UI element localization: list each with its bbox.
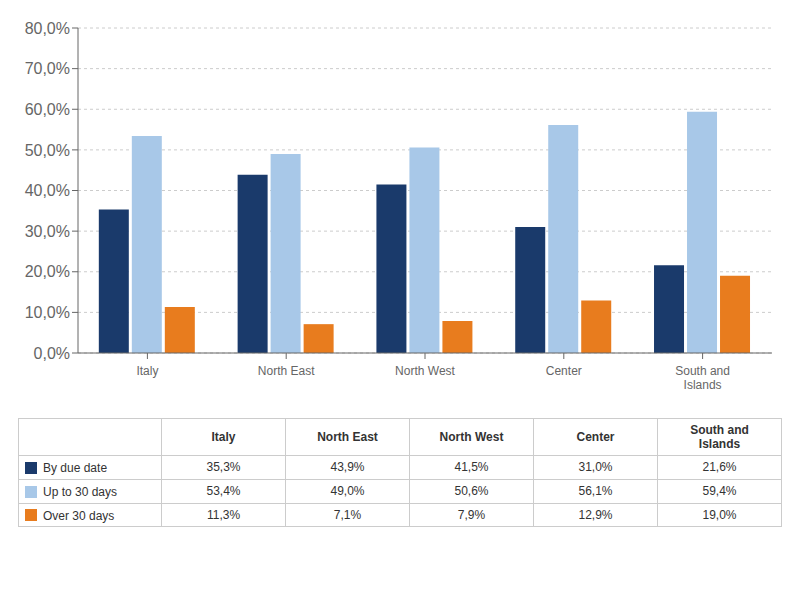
html-text:49,0%: 49,0%: [330, 484, 365, 499]
html-text:21,6%: 21,6%: [702, 460, 737, 475]
html-text:7,9%: 7,9%: [457, 508, 486, 523]
svg-text:70,0%: 70,0%: [25, 60, 70, 77]
html-text:11,3%: 11,3%: [206, 508, 241, 523]
html-text:31,0%: 31,0%: [578, 460, 613, 475]
html-text:North East: North East: [317, 430, 378, 444]
svg-text:South andIslands: South andIslands: [675, 364, 730, 392]
html-text:Islands: Islands: [698, 437, 741, 451]
svg-text:40,0%: 40,0%: [25, 182, 70, 199]
html-text:By due date: By due date: [43, 460, 108, 475]
svg-text:60,0%: 60,0%: [25, 101, 70, 118]
html-text:56,1%: 56,1%: [578, 484, 613, 499]
svg-text:North East: North East: [258, 364, 315, 378]
html-text:35,3%: 35,3%: [206, 460, 241, 475]
svg-text:80,0%: 80,0%: [25, 20, 70, 37]
html-text:12,9%: 12,9%: [578, 508, 613, 523]
html-text:Italy: Italy: [211, 430, 236, 444]
html-text:Center: Center: [576, 430, 615, 444]
svg-text:North West: North West: [395, 364, 455, 378]
html-text:Up to 30 days: Up to 30 days: [43, 484, 117, 499]
svg-text:Center: Center: [546, 364, 582, 378]
html-text:South and: South and: [690, 423, 749, 437]
html-text:41,5%: 41,5%: [454, 460, 489, 475]
html-text:North West: North West: [439, 430, 504, 444]
html-text:Over 30 days: Over 30 days: [43, 508, 115, 523]
svg-text:30,0%: 30,0%: [25, 223, 70, 240]
html-text:50,6%: 50,6%: [454, 484, 489, 499]
html-text:59,4%: 59,4%: [702, 484, 737, 499]
html-text:7,1%: 7,1%: [333, 508, 362, 523]
svg-text:20,0%: 20,0%: [25, 263, 70, 280]
html-text:19,0%: 19,0%: [702, 508, 737, 523]
html-text:43,9%: 43,9%: [330, 460, 365, 475]
svg-text:50,0%: 50,0%: [25, 142, 70, 159]
svg-text:10,0%: 10,0%: [25, 304, 70, 321]
html-text:53,4%: 53,4%: [206, 484, 241, 499]
svg-text:Italy: Italy: [136, 364, 158, 378]
svg-text:0,0%: 0,0%: [34, 345, 70, 362]
